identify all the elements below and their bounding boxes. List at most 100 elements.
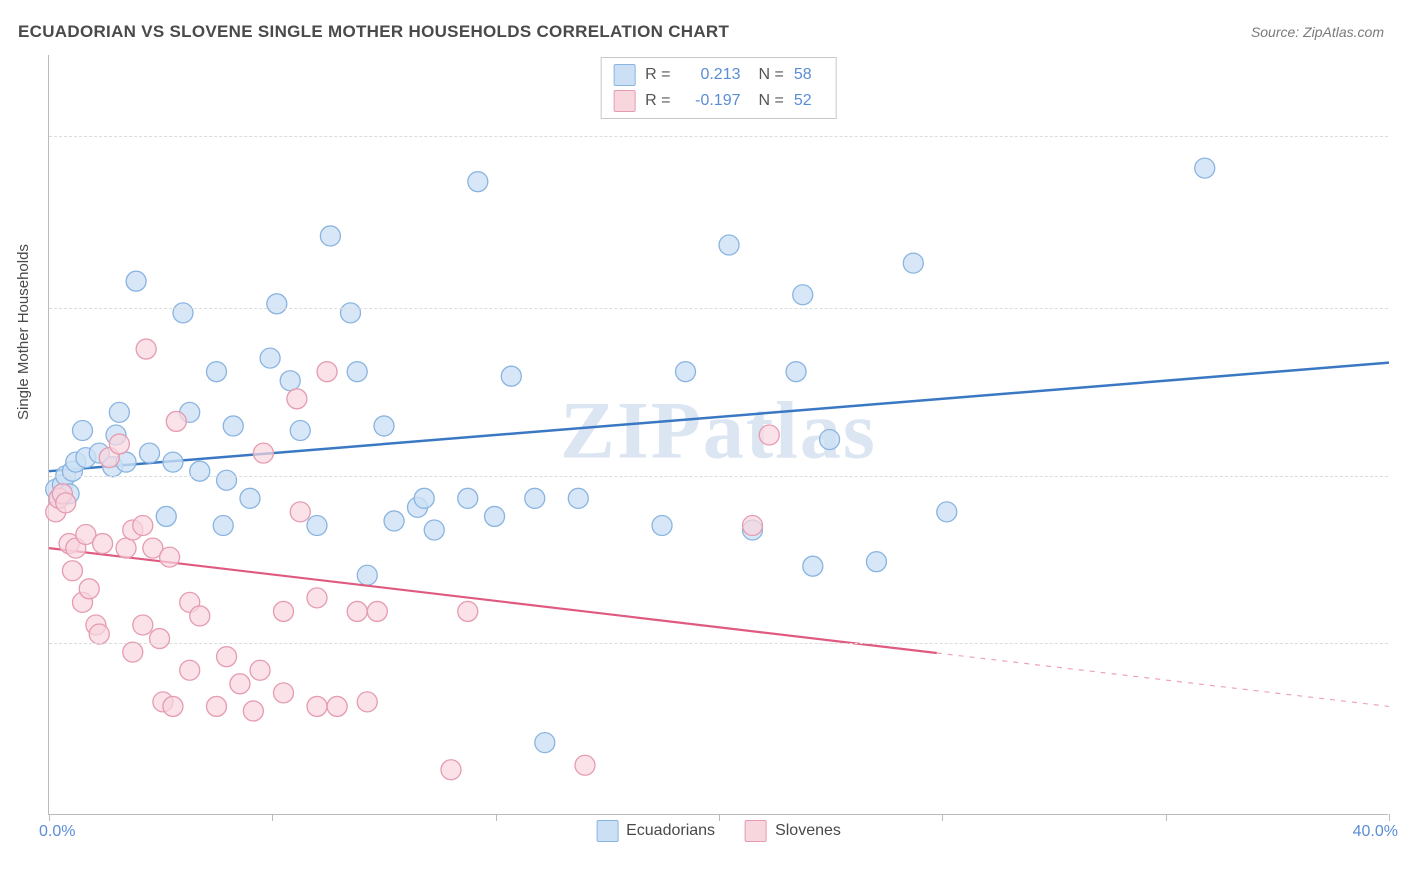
r-label: R = xyxy=(645,92,670,110)
data-point-slovenes xyxy=(759,425,779,445)
gridline xyxy=(49,643,1388,644)
n-label: N = xyxy=(759,92,784,110)
r-value-slovenes: -0.197 xyxy=(681,92,741,110)
r-value-ecuadorians: 0.213 xyxy=(681,66,741,84)
data-point-ecuadorians xyxy=(140,443,160,463)
data-point-ecuadorians xyxy=(485,506,505,526)
data-point-slovenes xyxy=(458,601,478,621)
legend-row-slovenes: R = -0.197 N = 52 xyxy=(613,88,824,114)
n-label: N = xyxy=(759,66,784,84)
y-axis-label: Single Mother Households xyxy=(15,244,32,420)
data-point-ecuadorians xyxy=(347,362,367,382)
data-point-slovenes xyxy=(327,696,347,716)
y-tick-label: 11.2% xyxy=(1393,320,1406,338)
data-point-ecuadorians xyxy=(213,515,233,535)
swatch-ecuadorians-bottom xyxy=(596,820,618,842)
data-point-ecuadorians xyxy=(1195,158,1215,178)
data-point-ecuadorians xyxy=(820,430,840,450)
legend-label-slovenes: Slovenes xyxy=(775,822,841,840)
data-point-slovenes xyxy=(133,615,153,635)
data-point-slovenes xyxy=(250,660,270,680)
data-point-slovenes xyxy=(217,647,237,667)
data-point-ecuadorians xyxy=(424,520,444,540)
plot-area: ZIPatlas R = 0.213 N = 58 R = -0.197 N =… xyxy=(48,55,1388,815)
data-point-ecuadorians xyxy=(320,226,340,246)
data-point-ecuadorians xyxy=(568,488,588,508)
data-point-ecuadorians xyxy=(240,488,260,508)
data-point-ecuadorians xyxy=(793,285,813,305)
data-point-ecuadorians xyxy=(156,506,176,526)
x-axis-min-label: 0.0% xyxy=(39,823,75,841)
data-point-slovenes xyxy=(307,696,327,716)
data-point-ecuadorians xyxy=(414,488,434,508)
gridline xyxy=(49,476,1388,477)
chart-title: ECUADORIAN VS SLOVENE SINGLE MOTHER HOUS… xyxy=(18,22,729,42)
data-point-slovenes xyxy=(253,443,273,463)
data-point-slovenes xyxy=(287,389,307,409)
data-point-ecuadorians xyxy=(307,515,327,535)
x-tick xyxy=(719,814,720,821)
data-point-ecuadorians xyxy=(267,294,287,314)
data-point-slovenes xyxy=(109,434,129,454)
data-point-ecuadorians xyxy=(163,452,183,472)
data-point-ecuadorians xyxy=(652,515,672,535)
legend-correlation: R = 0.213 N = 58 R = -0.197 N = 52 xyxy=(600,57,837,119)
data-point-slovenes xyxy=(56,493,76,513)
data-point-ecuadorians xyxy=(73,420,93,440)
data-point-slovenes xyxy=(89,624,109,644)
trendline-ecuadorians xyxy=(49,363,1389,472)
data-point-slovenes xyxy=(243,701,263,721)
y-tick-label: 15.0% xyxy=(1393,148,1406,166)
data-point-ecuadorians xyxy=(217,470,237,490)
data-point-slovenes xyxy=(575,755,595,775)
data-point-slovenes xyxy=(163,696,183,716)
data-point-slovenes xyxy=(62,561,82,581)
data-point-ecuadorians xyxy=(676,362,696,382)
data-point-slovenes xyxy=(274,601,294,621)
data-point-ecuadorians xyxy=(458,488,478,508)
x-axis-max-label: 40.0% xyxy=(1353,823,1398,841)
y-tick-label: 7.5% xyxy=(1393,488,1406,506)
n-value-slovenes: 52 xyxy=(794,92,824,110)
data-point-ecuadorians xyxy=(126,271,146,291)
x-tick xyxy=(496,814,497,821)
data-point-ecuadorians xyxy=(719,235,739,255)
data-point-slovenes xyxy=(357,692,377,712)
data-point-ecuadorians xyxy=(207,362,227,382)
chart-container: ECUADORIAN VS SLOVENE SINGLE MOTHER HOUS… xyxy=(0,0,1406,892)
x-tick xyxy=(49,814,50,821)
data-point-slovenes xyxy=(317,362,337,382)
data-point-ecuadorians xyxy=(374,416,394,436)
data-point-slovenes xyxy=(190,606,210,626)
swatch-slovenes xyxy=(613,90,635,112)
data-point-ecuadorians xyxy=(937,502,957,522)
data-point-slovenes xyxy=(367,601,387,621)
data-point-slovenes xyxy=(274,683,294,703)
data-point-slovenes xyxy=(136,339,156,359)
data-point-slovenes xyxy=(166,411,186,431)
legend-series: Ecuadorians Slovenes xyxy=(596,820,841,842)
data-point-slovenes xyxy=(441,760,461,780)
data-point-slovenes xyxy=(160,547,180,567)
data-point-slovenes xyxy=(180,660,200,680)
legend-label-ecuadorians: Ecuadorians xyxy=(626,822,715,840)
data-point-ecuadorians xyxy=(535,733,555,753)
data-point-ecuadorians xyxy=(280,371,300,391)
data-point-ecuadorians xyxy=(384,511,404,531)
data-point-slovenes xyxy=(79,579,99,599)
data-point-ecuadorians xyxy=(903,253,923,273)
data-point-ecuadorians xyxy=(223,416,243,436)
data-point-slovenes xyxy=(347,601,367,621)
data-point-ecuadorians xyxy=(260,348,280,368)
legend-item-slovenes: Slovenes xyxy=(745,820,841,842)
data-point-ecuadorians xyxy=(803,556,823,576)
data-point-ecuadorians xyxy=(290,420,310,440)
data-point-ecuadorians xyxy=(173,303,193,323)
y-tick-label: 3.8% xyxy=(1393,655,1406,673)
data-point-slovenes xyxy=(123,642,143,662)
legend-row-ecuadorians: R = 0.213 N = 58 xyxy=(613,62,824,88)
data-point-slovenes xyxy=(230,674,250,694)
data-point-ecuadorians xyxy=(341,303,361,323)
gridline xyxy=(49,308,1388,309)
r-label: R = xyxy=(645,66,670,84)
